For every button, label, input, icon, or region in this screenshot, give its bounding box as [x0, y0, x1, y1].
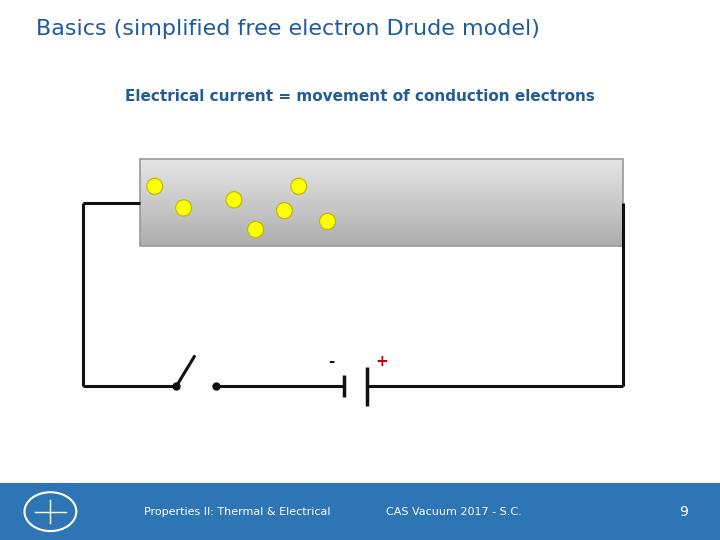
Bar — [140, 174, 623, 176]
Bar — [140, 209, 623, 210]
Ellipse shape — [291, 178, 307, 194]
Bar — [140, 234, 623, 235]
Bar — [140, 215, 623, 217]
Bar — [140, 237, 623, 238]
Bar — [140, 221, 623, 222]
Bar — [140, 222, 623, 223]
Bar — [140, 218, 623, 219]
Bar — [140, 197, 623, 198]
Bar — [140, 213, 623, 214]
Bar — [140, 196, 623, 197]
Bar — [140, 211, 623, 212]
Bar — [140, 208, 623, 209]
Bar — [140, 168, 623, 169]
Bar — [140, 219, 623, 220]
Text: +: + — [375, 354, 388, 369]
Bar — [140, 166, 623, 167]
Bar — [140, 223, 623, 224]
Ellipse shape — [320, 213, 336, 230]
Bar — [140, 159, 623, 160]
Bar — [140, 179, 623, 180]
Bar — [140, 244, 623, 245]
Bar — [140, 177, 623, 178]
Bar — [140, 200, 623, 201]
Text: Basics (simplified free electron Drude model): Basics (simplified free electron Drude m… — [36, 19, 540, 39]
Bar — [140, 187, 623, 188]
Bar — [140, 214, 623, 215]
Bar — [140, 161, 623, 163]
Text: -: - — [328, 354, 334, 369]
Bar — [140, 207, 623, 208]
Bar — [140, 195, 623, 196]
Bar — [140, 184, 623, 185]
Bar — [140, 230, 623, 231]
Bar — [140, 231, 623, 232]
Bar — [140, 233, 623, 234]
Bar — [140, 159, 623, 246]
Bar — [140, 232, 623, 233]
Bar — [140, 212, 623, 213]
Ellipse shape — [226, 192, 242, 208]
Bar — [140, 205, 623, 206]
Bar — [140, 178, 623, 179]
Ellipse shape — [248, 221, 264, 238]
Bar — [140, 169, 623, 170]
Bar — [140, 167, 623, 168]
Bar — [140, 190, 623, 191]
Ellipse shape — [147, 178, 163, 194]
Bar — [140, 183, 623, 184]
Bar — [140, 227, 623, 228]
Bar — [140, 224, 623, 225]
Bar — [140, 204, 623, 205]
Bar — [140, 210, 623, 211]
Bar — [140, 192, 623, 193]
Bar — [140, 206, 623, 207]
Bar — [140, 180, 623, 181]
Ellipse shape — [176, 200, 192, 216]
Bar — [140, 198, 623, 199]
Bar — [140, 170, 623, 171]
Bar — [140, 160, 623, 161]
Bar — [140, 226, 623, 227]
Text: Properties II: Thermal & Electrical: Properties II: Thermal & Electrical — [144, 507, 331, 517]
Bar — [140, 194, 623, 195]
Bar — [140, 172, 623, 173]
Bar — [140, 217, 623, 218]
Bar — [140, 165, 623, 166]
Text: CAS Vacuum 2017 - S.C.: CAS Vacuum 2017 - S.C. — [386, 507, 521, 517]
Bar — [0, 483, 720, 540]
Bar — [140, 220, 623, 221]
Bar — [140, 238, 623, 239]
Bar — [140, 191, 623, 192]
Bar — [140, 176, 623, 177]
Bar — [140, 201, 623, 202]
Bar — [140, 241, 623, 242]
Text: 9: 9 — [680, 505, 688, 518]
Text: Electrical current = movement of conduction electrons: Electrical current = movement of conduct… — [125, 89, 595, 104]
Bar — [140, 239, 623, 240]
Bar — [140, 236, 623, 237]
Bar — [140, 182, 623, 183]
Bar — [140, 164, 623, 165]
Bar — [140, 159, 623, 246]
Bar — [140, 173, 623, 174]
Bar — [140, 245, 623, 246]
Bar — [140, 199, 623, 200]
Bar — [140, 185, 623, 186]
Bar — [140, 188, 623, 190]
Bar — [140, 186, 623, 187]
Bar — [140, 193, 623, 194]
Bar — [140, 235, 623, 236]
Bar — [140, 242, 623, 244]
Bar — [140, 202, 623, 204]
Bar — [140, 163, 623, 164]
Ellipse shape — [276, 202, 292, 219]
Bar — [140, 225, 623, 226]
Bar — [140, 171, 623, 172]
Bar — [140, 181, 623, 182]
Bar — [140, 228, 623, 230]
Bar — [140, 240, 623, 241]
